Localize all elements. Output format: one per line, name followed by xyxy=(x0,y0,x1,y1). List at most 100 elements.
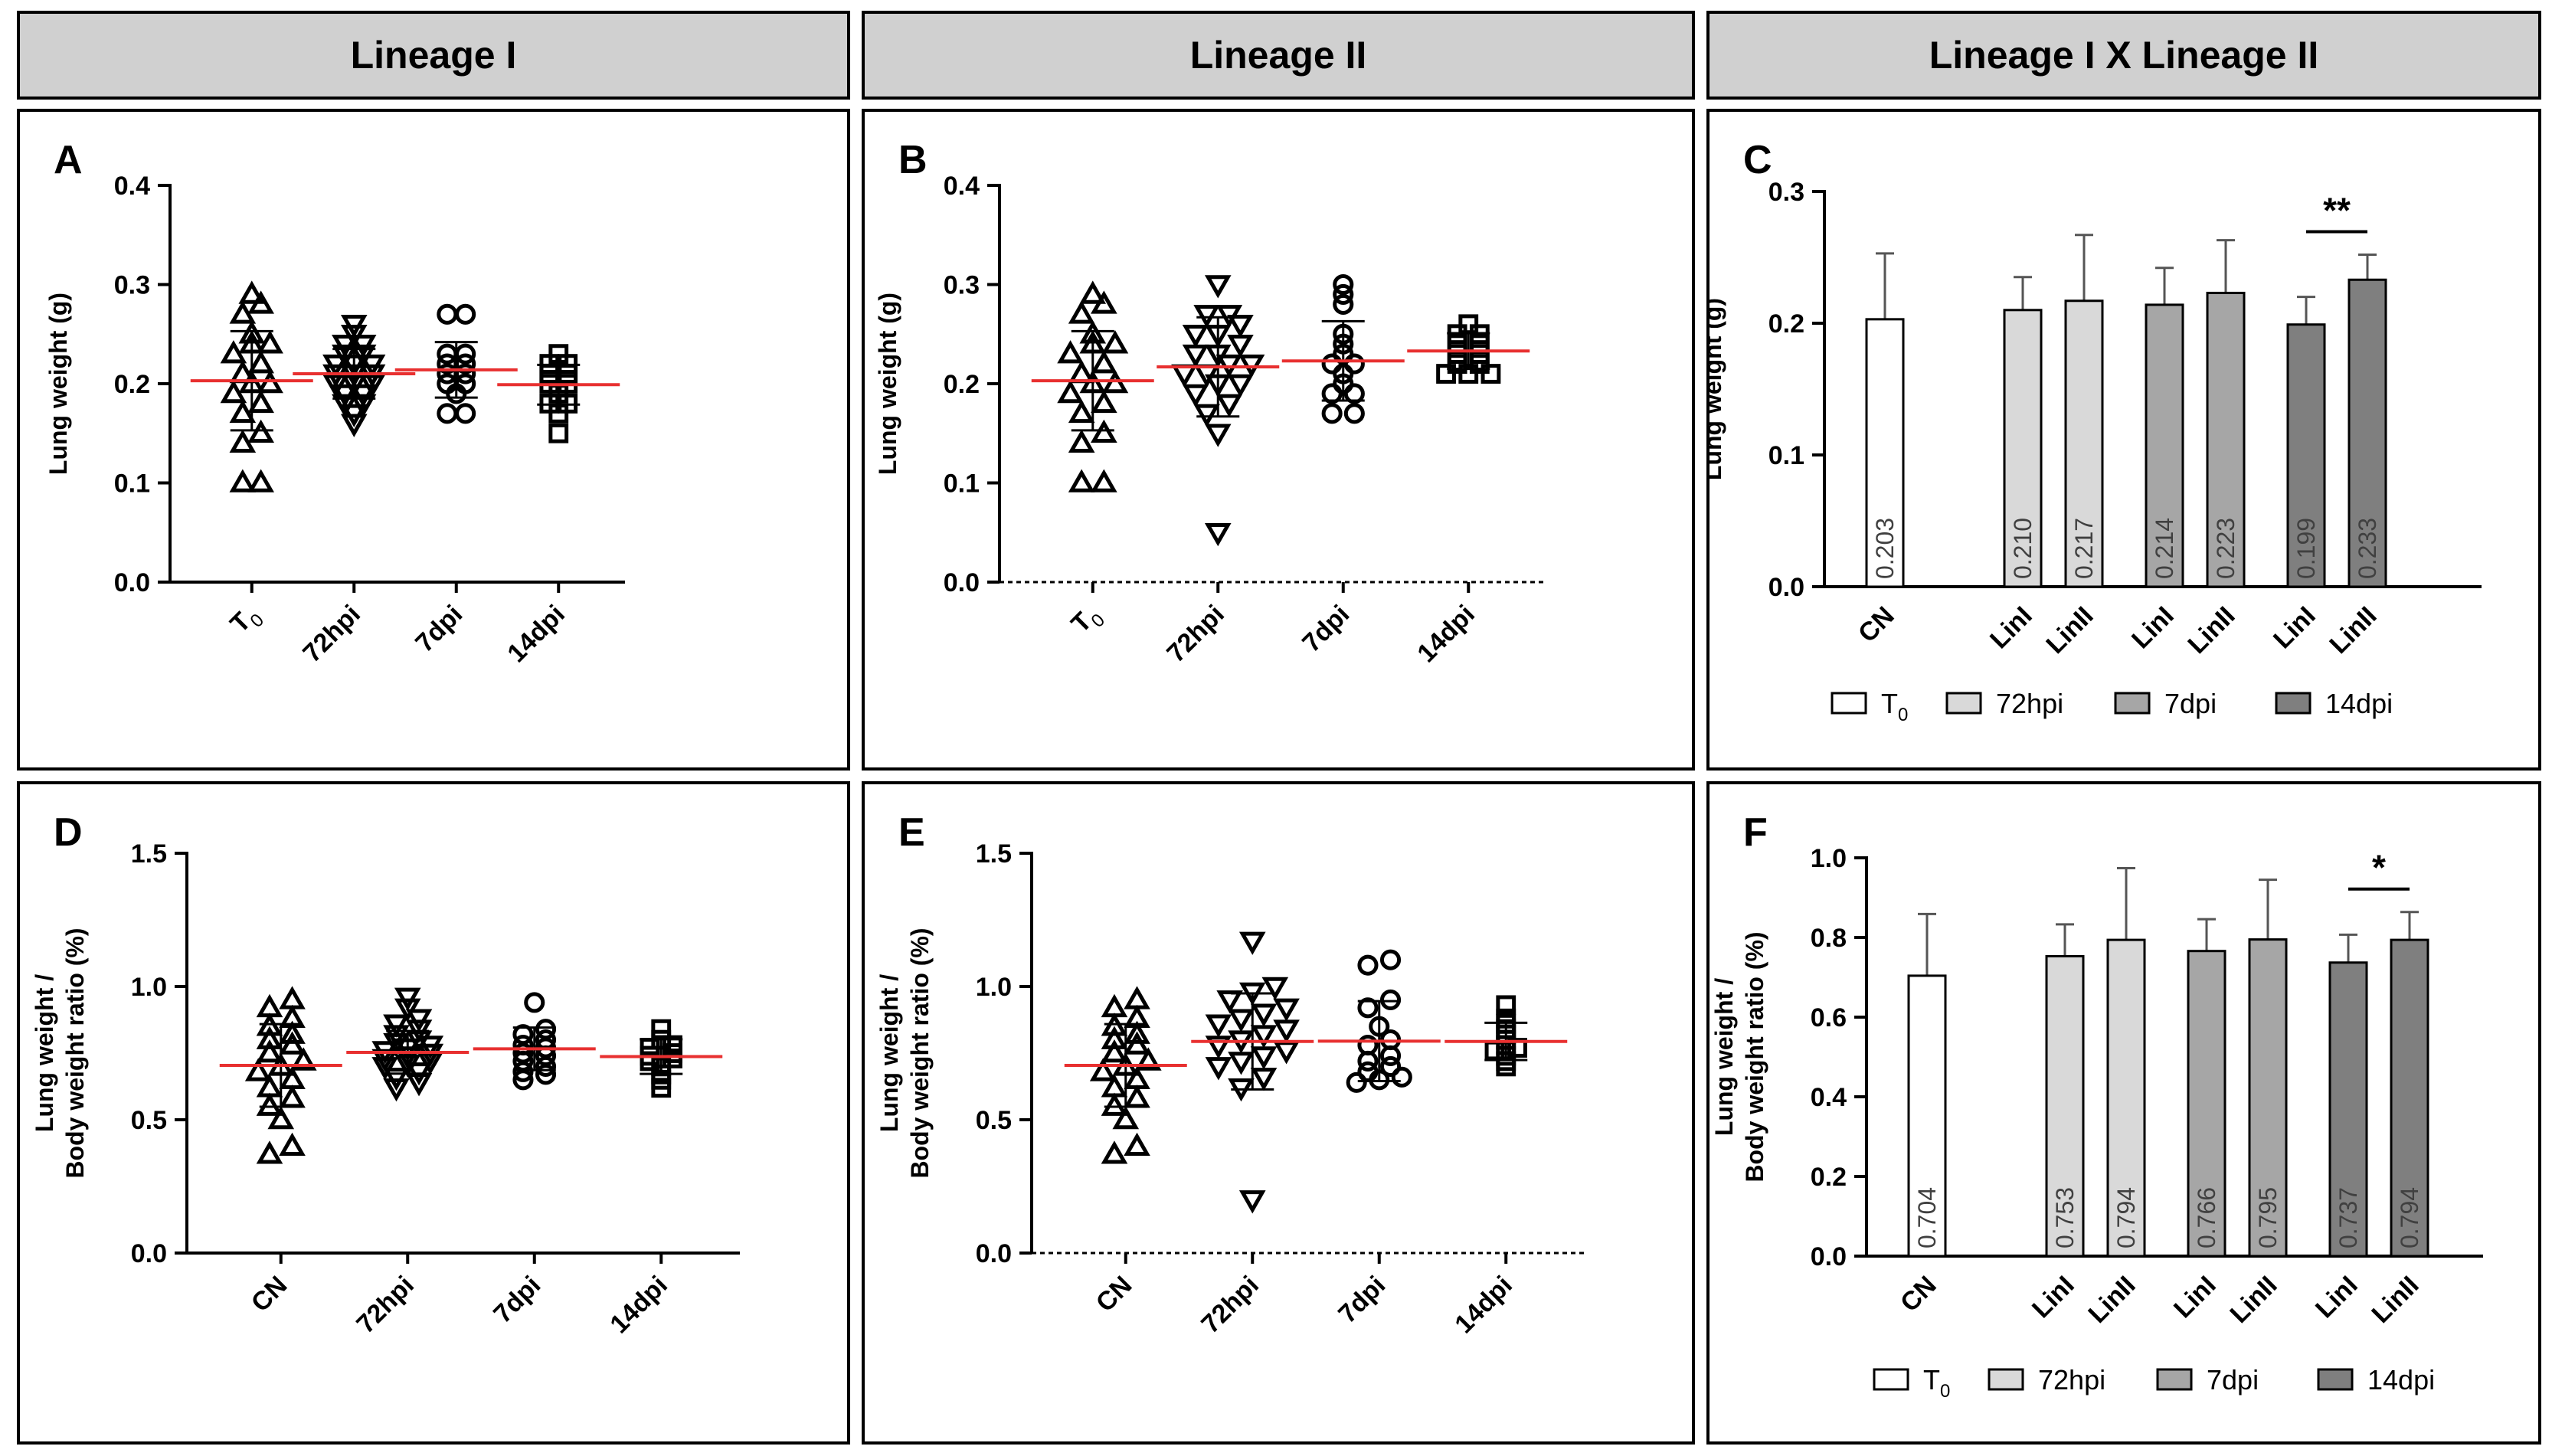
data-point xyxy=(1343,403,1365,424)
y-tick-label: 0.6 xyxy=(1811,1003,1847,1032)
data-point xyxy=(1227,315,1254,339)
data-point xyxy=(1238,1190,1266,1214)
chart-C: 0.0 0.1 0.2 0.3 Lung weight (g) C 0.203 CN 0.210… xyxy=(1710,138,2482,725)
x-tick-label: LinII xyxy=(2224,1271,2282,1329)
data-point xyxy=(1091,419,1117,443)
y-tick-label: 0.1 xyxy=(1768,441,1804,470)
bar xyxy=(2348,278,2387,588)
x-tick-label: 72hpi xyxy=(351,1271,420,1340)
bar-value-label: 0.794 xyxy=(2396,1187,2423,1248)
data-point xyxy=(1333,273,1354,296)
legend-swatch xyxy=(2156,1368,2193,1391)
data-point xyxy=(383,1078,410,1102)
legend-swatch xyxy=(1988,1368,2024,1391)
data-point xyxy=(1250,1003,1278,1027)
data-point xyxy=(1068,300,1095,324)
x-tick-label: 14dpi xyxy=(1412,600,1480,669)
panel-letter: F xyxy=(1743,810,1768,855)
data-point xyxy=(1124,1132,1150,1157)
y-tick-label: 0.1 xyxy=(944,470,980,499)
data-point xyxy=(1379,1055,1402,1077)
panel-letter: B xyxy=(898,138,928,182)
data-point xyxy=(1357,1035,1379,1056)
data-point xyxy=(1182,344,1209,368)
y-axis-label: Lung weight (g) xyxy=(44,293,72,475)
data-point xyxy=(1101,1092,1128,1116)
data-point xyxy=(1228,1052,1255,1075)
panel-c: 0.0 0.1 0.2 0.3 Lung weight (g) C 0.203 CN 0.210… xyxy=(1706,109,2541,771)
data-point xyxy=(256,993,283,1018)
data-point xyxy=(539,364,560,384)
data-point xyxy=(663,1035,682,1055)
data-point xyxy=(455,303,476,325)
panel-letter: C xyxy=(1743,138,1772,182)
data-point xyxy=(1101,1013,1128,1036)
bar xyxy=(2206,291,2246,588)
data-point xyxy=(1124,1031,1150,1055)
y-tick-label: 0.2 xyxy=(1768,309,1804,339)
panel-f: 0.0 0.2 0.4 0.6 0.8 1.0 Lung weight / Body weig… xyxy=(1706,781,2541,1445)
panel-a: 0.0 0.1 0.2 0.3 0.4 Lung weight (g) A T0 72hpi 7d… xyxy=(17,109,850,771)
data-point xyxy=(548,423,569,443)
data-point xyxy=(1228,1009,1255,1032)
data-point xyxy=(1091,350,1117,374)
y-tick-label: 0.5 xyxy=(976,1106,1012,1135)
x-tick-label: 72hpi xyxy=(297,600,366,669)
data-point xyxy=(257,330,283,354)
panel-e: 0.0 0.5 1.0 1.5 Lung weight / Body weight rat… xyxy=(862,781,1695,1445)
chart-A: 0.0 0.1 0.2 0.3 0.4 Lung weight (g) A T0 72hpi 7d… xyxy=(44,138,625,669)
y-tick-label: 1.5 xyxy=(131,839,167,869)
data-point xyxy=(322,354,349,378)
data-point xyxy=(1101,1074,1128,1098)
data-point xyxy=(1057,379,1084,404)
data-point xyxy=(247,419,274,443)
data-point xyxy=(229,429,257,453)
x-tick-label: 7dpi xyxy=(1297,600,1355,658)
bar xyxy=(1865,318,1905,588)
data-point xyxy=(1068,360,1095,384)
data-point xyxy=(349,334,377,358)
bar-value-label: 0.795 xyxy=(2254,1187,2282,1248)
data-point xyxy=(1171,364,1198,388)
data-point xyxy=(229,469,257,492)
y-tick-label: 0.0 xyxy=(114,568,150,597)
legend-swatch xyxy=(2275,692,2312,715)
x-tick-label: LinI xyxy=(2168,1271,2222,1324)
legend-swatch xyxy=(1831,692,1867,715)
data-point xyxy=(279,1031,306,1055)
legend-label: 14dpi xyxy=(2325,688,2393,719)
legend-label: T0 xyxy=(1881,688,1908,725)
data-point xyxy=(340,404,368,427)
data-point xyxy=(256,1140,283,1164)
data-point xyxy=(1379,989,1402,1010)
data-point xyxy=(1227,334,1254,358)
data-point xyxy=(1204,424,1232,447)
significance-label: * xyxy=(2372,848,2386,888)
bar-value-label: 0.737 xyxy=(2334,1187,2362,1248)
x-tick-label: 14dpi xyxy=(502,600,571,669)
data-point xyxy=(1124,1004,1150,1029)
data-point xyxy=(247,350,274,374)
y-axis-label: Lung weight / xyxy=(1710,978,1738,1136)
data-point xyxy=(256,1074,283,1098)
header-lineage-cross: Lineage I X Lineage II xyxy=(1706,11,2541,100)
y-tick-label: 1.0 xyxy=(1811,844,1847,873)
group-T0 xyxy=(190,280,313,492)
data-point xyxy=(349,394,377,417)
group-72hpi xyxy=(293,315,416,437)
data-point xyxy=(257,369,283,394)
data-point xyxy=(279,1020,306,1044)
group-T0 xyxy=(1031,280,1154,492)
y-tick-label: 0.0 xyxy=(944,568,980,597)
data-point xyxy=(1101,993,1128,1018)
data-point xyxy=(1134,1047,1162,1071)
bar-value-label: 0.766 xyxy=(2193,1187,2220,1248)
data-point xyxy=(1484,1040,1505,1061)
bar-value-label: 0.217 xyxy=(2070,518,2098,579)
y-tick-label: 0.0 xyxy=(976,1239,1012,1268)
y-tick-label: 0.2 xyxy=(944,370,980,399)
data-point xyxy=(1447,344,1467,365)
x-tick-label: CN xyxy=(246,1271,293,1318)
data-point xyxy=(340,315,368,339)
data-point xyxy=(1101,330,1129,354)
